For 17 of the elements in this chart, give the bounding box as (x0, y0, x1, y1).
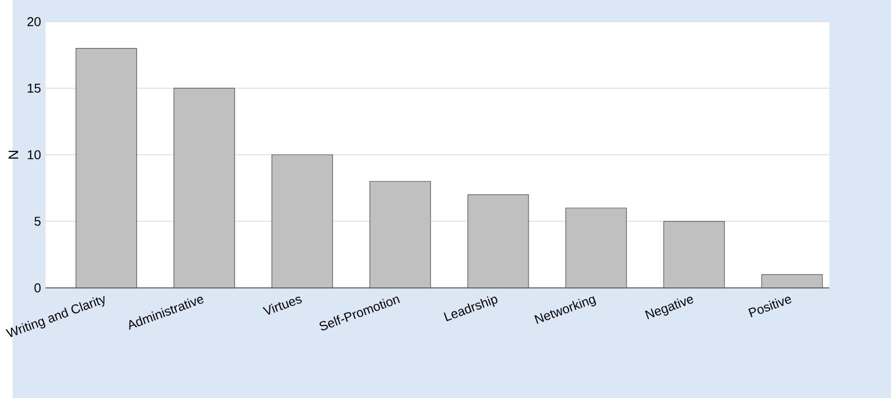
bar (663, 220, 725, 288)
bar (370, 180, 431, 288)
x-tick-label: Virtues (262, 296, 302, 314)
y-tick-label: 0 (34, 283, 41, 292)
bar (467, 194, 529, 288)
bar (565, 208, 627, 288)
bar (272, 154, 333, 288)
y-tick-label: 20 (28, 17, 41, 26)
y-tick-label: 10 (28, 150, 41, 160)
y-axis-title: N (8, 150, 18, 158)
bar (761, 274, 823, 288)
x-tick-label: Writing and Clarity (6, 296, 104, 337)
y-tick-label: 15 (28, 84, 41, 93)
bar (76, 48, 137, 288)
x-tick-label: Positive (748, 296, 792, 318)
bar (174, 88, 235, 288)
y-tick-label: 5 (34, 216, 41, 226)
